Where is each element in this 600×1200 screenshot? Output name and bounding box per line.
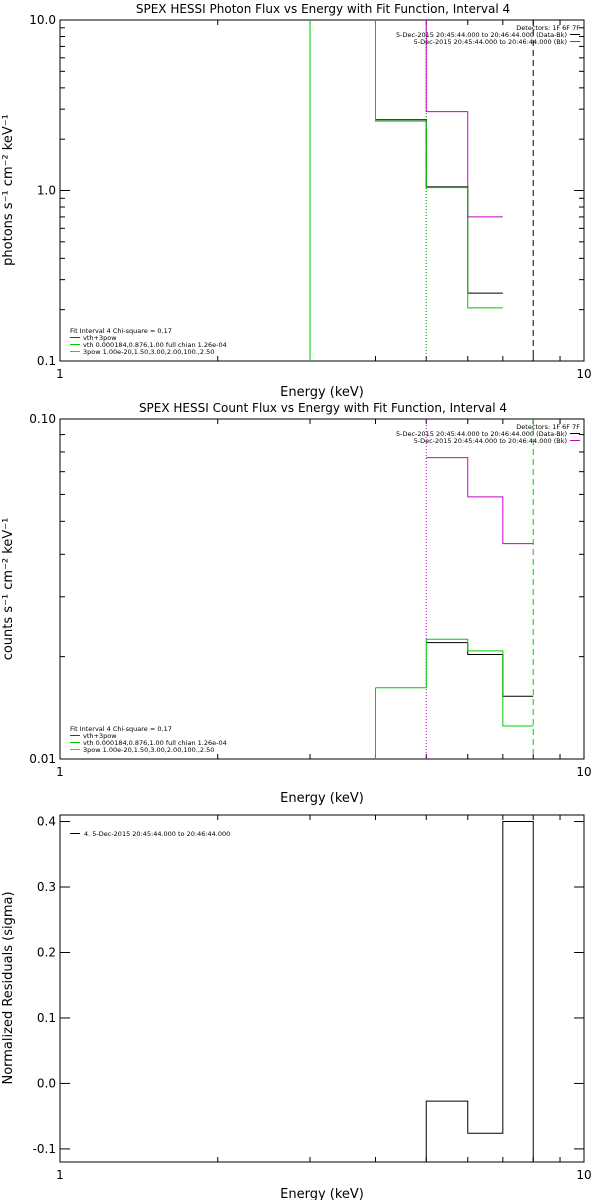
residuals-y-tick-label: 0.3 — [37, 880, 56, 894]
count-flux-series-black-step — [426, 642, 534, 697]
count-flux-fit-legend-entry: 3pow 1.00e-20,1.50,3.00,2.00,100.,2.50 — [83, 746, 214, 754]
residuals-x-tick-label: 1 — [56, 1168, 64, 1182]
photon-flux-plot-area — [309, 20, 534, 361]
count-flux-series-magenta-step — [426, 457, 534, 545]
count-flux-legend-header: Detectors: 1F 6F 7F — [516, 423, 580, 431]
count-flux-title: SPEX HESSI Count Flux vs Energy with Fit… — [139, 401, 507, 415]
residuals-y-tick-label: 0.2 — [37, 945, 56, 959]
photon-flux-series-magenta-step — [425, 20, 503, 218]
count-flux-fit-legend-header: Fit Interval 4 Chi-square = 0.17 — [70, 725, 172, 733]
photon-flux-y-tick-label: 1.0 — [37, 184, 56, 198]
count-flux-x-tick-label: 1 — [56, 765, 64, 779]
photon-flux-fit-legend-header: Fit Interval 4 Chi-square = 0.17 — [70, 327, 172, 335]
photon-flux-fit-legend-entry: 3pow 1.00e-20,1.50,3.00,2.00,100.,2.50 — [83, 348, 214, 356]
residuals-legend-entry: 4. 5-Dec-2015 20:45:44.000 to 20:46:44.0… — [84, 830, 230, 838]
photon-flux-legend-entry: 5-Dec-2015 20:45:44.000 to 20:46:44.000 … — [414, 38, 567, 46]
photon-flux-title: SPEX HESSI Photon Flux vs Energy with Fi… — [136, 2, 510, 16]
residuals-y-tick-label: 0.0 — [37, 1076, 56, 1090]
count-flux-xlabel: Energy (keV) — [280, 791, 364, 806]
photon-flux-y-tick-label: 10.0 — [29, 13, 56, 27]
residuals-plot-frame — [59, 814, 585, 1163]
count-flux-legend-entry: 5-Dec-2015 20:45:44.000 to 20:46:44.000 … — [414, 437, 567, 445]
count-flux-fit-legend-entry: vth 0.000184,0.876,1.00 full chian 1.26e… — [83, 739, 227, 747]
count-flux-x-tick-label: 10 — [576, 765, 591, 779]
photon-flux-plot-frame — [59, 19, 585, 362]
photon-flux-x-tick-label: 1 — [56, 367, 64, 381]
residuals-ylabel: Normalized Residuals (sigma) — [1, 891, 16, 1084]
count-flux-series-green-step — [375, 638, 534, 727]
residuals-panel: Energy (keV) Normalized Residuals (sigma… — [1, 814, 592, 1200]
photon-flux-y-tick-label: 0.1 — [37, 354, 56, 368]
photon-flux-legend-header: Detectors: 1F 6F 7F — [516, 24, 580, 32]
residuals-x-tick-label: 10 — [576, 1168, 591, 1182]
photon-flux-ylabel: photons s⁻¹ cm⁻² keV⁻¹ — [1, 114, 16, 266]
residuals-series-black-step — [425, 821, 534, 1162]
count-flux-y-tick-label: 0.10 — [29, 412, 56, 426]
photon-flux-legend-entry: 5-Dec-2015 20:45:44.000 to 20:46:44.000 … — [396, 31, 567, 39]
residuals-y-tick-label: 0.1 — [37, 1011, 56, 1025]
photon-flux-fit-legend-entry: vth 0.000184,0.876,1.00 full chian 1.26e… — [83, 341, 227, 349]
photon-flux-series-black-step — [375, 119, 503, 294]
count-flux-legend-entry: 5-Dec-2015 20:45:44.000 to 20:46:44.000 … — [396, 430, 567, 438]
count-flux-ylabel: counts s⁻¹ cm⁻² keV⁻¹ — [1, 518, 16, 661]
count-flux-plot-area — [374, 419, 534, 759]
residuals-y-tick-label: -0.1 — [33, 1142, 56, 1156]
count-flux-y-tick-label: 0.01 — [29, 752, 56, 766]
count-flux-panel: SPEX HESSI Count Flux vs Energy with Fit… — [1, 401, 592, 806]
photon-flux-panel: SPEX HESSI Photon Flux vs Energy with Fi… — [1, 2, 592, 400]
residuals-y-tick-label: 0.4 — [37, 815, 56, 829]
count-flux-plot-frame — [59, 418, 585, 760]
residuals-xlabel: Energy (keV) — [280, 1187, 364, 1200]
count-flux-fit-legend-entry: vth+3pow — [83, 732, 117, 740]
photon-flux-x-tick-label: 10 — [576, 367, 591, 381]
photon-flux-xlabel: Energy (keV) — [280, 385, 364, 400]
photon-flux-series-green-step — [374, 20, 503, 309]
photon-flux-fit-legend-entry: vth+3pow — [83, 334, 117, 342]
residuals-plot-area — [425, 821, 534, 1162]
